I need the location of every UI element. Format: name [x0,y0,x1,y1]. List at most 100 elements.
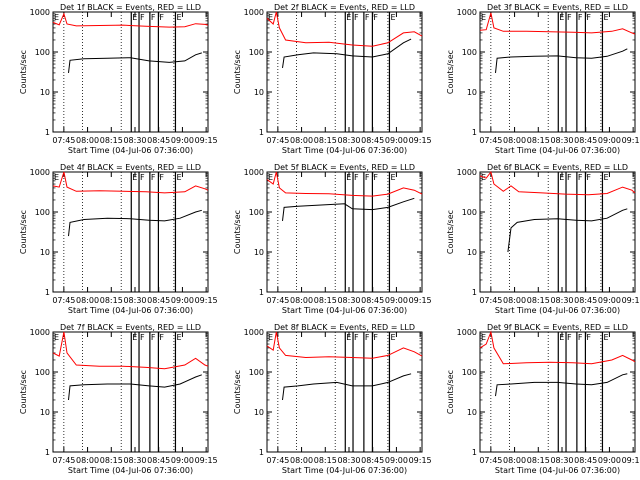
series-line-events [68,374,202,401]
x-tick-label: 08:30 [550,136,573,145]
x-tick-label: 08:15 [314,136,337,145]
y-tick-label: 10 [40,408,50,417]
x-tick-label: 07:45 [52,456,75,465]
chart-title: Det 4f BLACK = Events, RED = LLD [60,163,201,172]
marker-label: F [159,173,164,182]
x-tick-label: 07:45 [266,296,289,305]
x-tick-label: 08:30 [550,296,573,305]
chart-panel: Det 2f BLACK = Events, RED = LLD 1 10 100 10… [233,3,432,155]
marker-label: E [346,13,351,22]
plot-frame [52,171,209,293]
chart-title: Det 9f BLACK = Events, RED = LLD [487,323,628,332]
x-tick-label: 09:15 [195,136,218,145]
series-line-events [68,52,202,73]
marker-label: F [140,13,145,22]
marker-label: E [54,13,59,22]
marker-label: F [586,173,591,182]
x-tick-label: 08:15 [100,296,123,305]
marker-label: F [354,13,359,22]
x-tick-label: 08:30 [123,456,146,465]
x-tick-label: 08:15 [527,296,550,305]
series-line-lld [52,12,209,28]
x-axis-label: Start Time (04-Jul-06 07:36:00) [68,306,193,315]
y-tick-label: 1 [259,128,264,137]
x-tick-label: 09:15 [409,136,432,145]
x-tick-label: 08:00 [503,456,526,465]
x-axis-label: Start Time (04-Jul-06 07:36:00) [68,146,193,155]
marker-label: E [559,173,564,182]
x-tick-label: 09:00 [385,456,408,465]
marker-label: E [346,173,351,182]
y-tick-label: 1 [472,288,477,297]
y-axis-label: Counts/sec [446,370,455,414]
chart-panel: Det 6f BLACK = Events, RED = LLD 1 10 100 10… [446,163,640,315]
plot-frame [479,11,636,133]
marker-label: F [567,333,572,342]
marker-label: E [268,13,273,22]
marker-label: E [603,173,608,182]
x-tick-label: 09:15 [622,456,640,465]
y-tick-label: 10 [40,88,50,97]
y-axis-label: Counts/sec [446,50,455,94]
x-tick-label: 09:00 [598,456,621,465]
x-tick-label: 08:30 [123,136,146,145]
marker-label: E [132,13,137,22]
marker-label: E [176,173,181,182]
marker-label: E [390,173,395,182]
y-axis-label: Counts/sec [233,50,242,94]
plot-frame [266,171,423,293]
plot-frame [52,331,209,453]
y-tick-label: 1000 [457,168,477,177]
x-tick-label: 08:00 [503,296,526,305]
chart-title: Det 5f BLACK = Events, RED = LLD [274,163,415,172]
x-tick-label: 09:00 [385,136,408,145]
chart-panel: Det 8f BLACK = Events, RED = LLD 1 10 100 10… [233,323,432,475]
y-tick-label: 1000 [30,328,50,337]
chart-title: Det 6f BLACK = Events, RED = LLD [487,163,628,172]
y-tick-label: 10 [254,88,264,97]
x-tick-label: 07:45 [52,136,75,145]
series-line-lld [479,330,636,365]
x-tick-label: 09:15 [195,296,218,305]
x-tick-label: 08:00 [76,296,99,305]
x-tick-label: 09:15 [409,296,432,305]
x-tick-label: 08:45 [574,136,597,145]
x-tick-label: 09:15 [409,456,432,465]
marker-label: F [586,13,591,22]
marker-label: E [268,333,273,342]
marker-label: F [365,13,370,22]
x-tick-label: 08:00 [290,456,313,465]
marker-label: E [54,333,59,342]
series-line-lld [52,331,209,370]
y-tick-label: 10 [467,88,477,97]
x-tick-label: 08:30 [550,456,573,465]
x-tick-label: 08:45 [574,456,597,465]
marker-label: E [559,333,564,342]
x-axis-label: Start Time (04-Jul-06 07:36:00) [282,146,407,155]
x-tick-label: 07:45 [266,136,289,145]
marker-label: F [578,173,583,182]
marker-label: F [151,173,156,182]
x-tick-label: 08:45 [147,456,170,465]
y-tick-label: 100 [249,48,264,57]
marker-label: E [132,173,137,182]
x-tick-label: 08:15 [100,456,123,465]
marker-label: E [481,13,486,22]
y-tick-label: 100 [462,208,477,217]
x-tick-label: 09:00 [171,296,194,305]
marker-label: F [151,13,156,22]
y-tick-label: 10 [254,408,264,417]
y-tick-label: 1000 [457,328,477,337]
x-tick-label: 09:15 [622,136,640,145]
x-tick-label: 07:45 [479,456,502,465]
y-axis-label: Counts/sec [19,210,28,254]
marker-label: F [354,333,359,342]
plot-frame [479,171,636,293]
y-tick-label: 1 [472,448,477,457]
series-line-lld [266,171,423,197]
y-tick-label: 100 [35,48,50,57]
y-tick-label: 100 [35,208,50,217]
marker-label: F [567,173,572,182]
marker-label: F [578,333,583,342]
y-tick-label: 10 [467,248,477,257]
